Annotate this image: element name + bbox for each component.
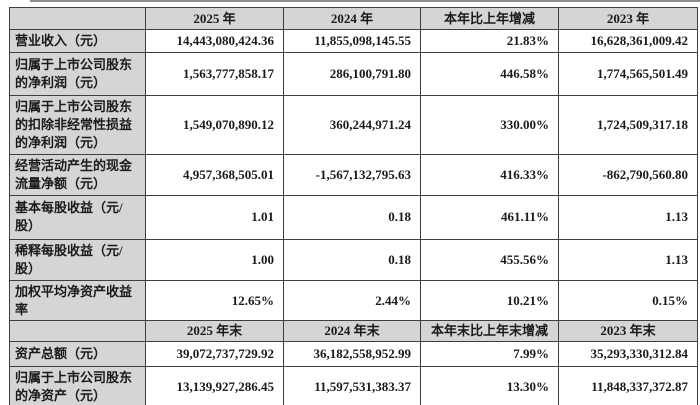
row-label: 经营活动产生的现金流量净额（元）: [9, 153, 146, 196]
value-change: 416.33%: [420, 153, 559, 196]
value-2023: 1.13: [558, 194, 698, 240]
value-2025: 1.00: [145, 238, 284, 281]
value-2023: 16,628,361,009.42: [558, 29, 698, 53]
value-2024: 11,855,098,145.55: [283, 29, 421, 53]
column-header-2025: 2025 年: [145, 7, 284, 30]
row-label: 资产总额（元）: [9, 341, 146, 368]
row-label: 归属于上市公司股东的净资产（元）: [9, 366, 146, 405]
table-row-total-assets: 资产总额（元） 39,072,737,729.92 36,182,558,952…: [9, 341, 698, 368]
value-2025: 1,549,070,890.12: [145, 95, 284, 155]
value-2024: 36,182,558,952.99: [283, 341, 421, 368]
top-divider-line: [30, 0, 700, 2]
value-2025: 39,072,737,729.92: [145, 341, 284, 368]
value-2025: 1.01: [145, 194, 284, 240]
row-label: 加权平均净资产收益率: [9, 279, 146, 322]
column-header-2024-end: 2024 年末: [283, 320, 421, 343]
column-header-2023-end: 2023 年末: [558, 320, 698, 343]
value-2024: -1,567,132,795.63: [283, 153, 421, 196]
value-2025: 4,957,368,505.01: [145, 153, 284, 196]
row-label: 营业收入（元）: [9, 29, 146, 53]
value-2024: 0.18: [283, 194, 421, 240]
row-label: 归属于上市公司股东的扣除非经常性损益的净利润（元）: [9, 95, 146, 155]
table-row-net-profit-excl-nonrecurring: 归属于上市公司股东的扣除非经常性损益的净利润（元） 1,549,070,890.…: [9, 95, 698, 155]
column-header-change-end: 本年末比上年末增减: [420, 320, 559, 343]
value-2024: 286,100,791.80: [283, 52, 421, 96]
column-header-2023: 2023 年: [558, 7, 698, 30]
value-change: 461.11%: [420, 194, 559, 240]
value-2023: 11,848,337,372.87: [558, 366, 698, 405]
value-change: 13.30%: [420, 366, 559, 405]
column-header-2025-end: 2025 年末: [145, 320, 284, 343]
value-change: 330.00%: [420, 95, 559, 155]
value-change: 10.21%: [420, 279, 559, 322]
table-row-diluted-eps: 稀释每股收益（元/股） 1.00 0.18 455.56% 1.13: [9, 238, 698, 281]
blank-header-cell: [9, 7, 146, 30]
blank-header-cell: [9, 320, 146, 343]
value-2025: 12.65%: [145, 279, 284, 322]
value-change: 446.58%: [420, 52, 559, 96]
table-row-net-assets: 归属于上市公司股东的净资产（元） 13,139,927,286.45 11,59…: [9, 366, 698, 405]
table-row-weighted-avg-roe: 加权平均净资产收益率 12.65% 2.44% 10.21% 0.15%: [9, 279, 698, 322]
financial-summary-table: 2025 年 2024 年 本年比上年增减 2023 年 营业收入（元） 14,…: [9, 7, 698, 405]
value-2023: 1,774,565,501.49: [558, 52, 698, 96]
value-2023: 0.15%: [558, 279, 698, 322]
value-2025: 1,563,777,858.17: [145, 52, 284, 96]
value-change: 455.56%: [420, 238, 559, 281]
table-row-basic-eps: 基本每股收益（元/股） 1.01 0.18 461.11% 1.13: [9, 194, 698, 240]
annual-header-row: 2025 年 2024 年 本年比上年增减 2023 年: [9, 7, 698, 30]
yearend-header-row: 2025 年末 2024 年末 本年末比上年末增减 2023 年末: [9, 320, 698, 343]
value-2024: 2.44%: [283, 279, 421, 322]
value-2023: 1.13: [558, 238, 698, 281]
table-row-revenue: 营业收入（元） 14,443,080,424.36 11,855,098,145…: [9, 29, 698, 53]
value-2023: 1,724,509,317.18: [558, 95, 698, 155]
value-2025: 14,443,080,424.36: [145, 29, 284, 53]
column-header-change: 本年比上年增减: [420, 7, 559, 30]
column-header-2024: 2024 年: [283, 7, 421, 30]
value-2023: -862,790,560.80: [558, 153, 698, 196]
table-row-operating-cash-flow: 经营活动产生的现金流量净额（元） 4,957,368,505.01 -1,567…: [9, 153, 698, 196]
table-row-net-profit: 归属于上市公司股东的净利润（元） 1,563,777,858.17 286,10…: [9, 52, 698, 96]
row-label: 稀释每股收益（元/股）: [9, 238, 146, 281]
value-2024: 11,597,531,383.37: [283, 366, 421, 405]
row-label: 归属于上市公司股东的净利润（元）: [9, 52, 146, 96]
value-2025: 13,139,927,286.45: [145, 366, 284, 405]
value-change: 7.99%: [420, 341, 559, 368]
value-2024: 360,244,971.24: [283, 95, 421, 155]
value-2023: 35,293,330,312.84: [558, 341, 698, 368]
value-2024: 0.18: [283, 238, 421, 281]
row-label: 基本每股收益（元/股）: [9, 194, 146, 240]
value-change: 21.83%: [420, 29, 559, 53]
